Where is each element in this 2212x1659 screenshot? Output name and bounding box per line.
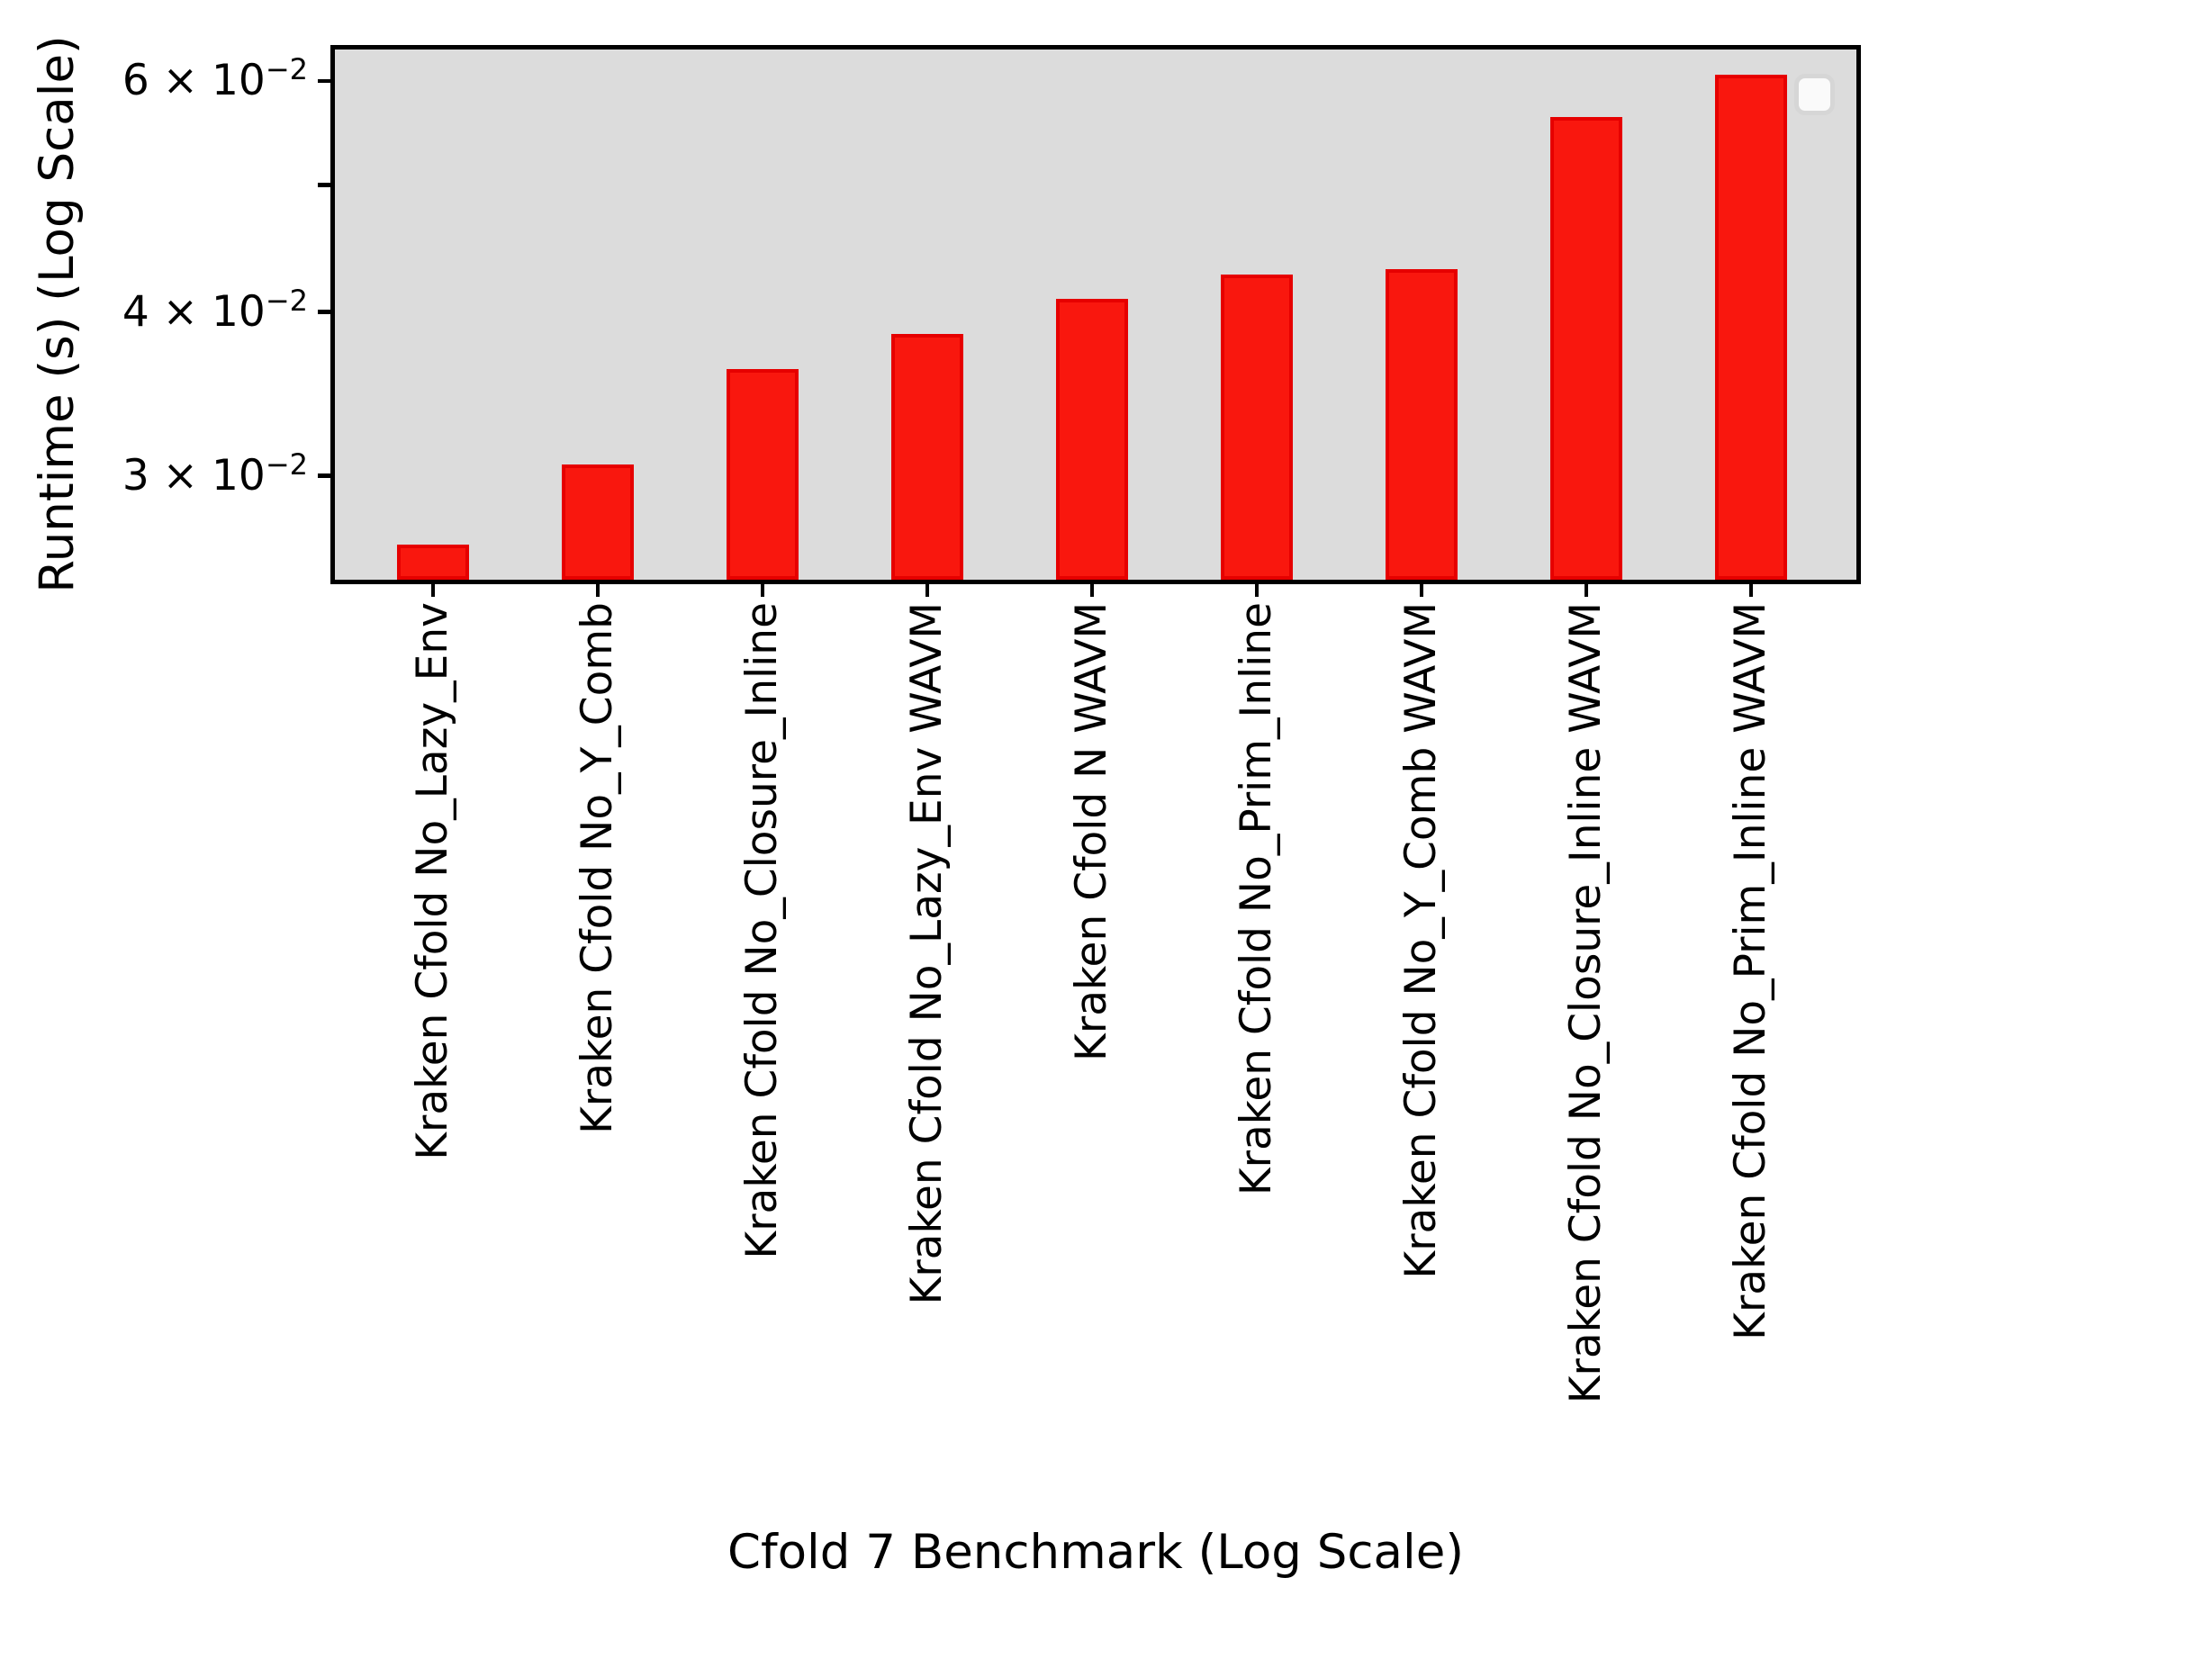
bar-3 xyxy=(891,333,963,580)
bar-7 xyxy=(1550,117,1622,580)
x-tick xyxy=(1748,584,1754,597)
x-tick xyxy=(760,584,765,597)
plot-area xyxy=(330,45,1861,584)
bar-0 xyxy=(397,544,469,580)
y-tick-label: 4 × 10−2 xyxy=(0,283,308,341)
bar-1 xyxy=(562,464,634,580)
x-tick xyxy=(595,584,600,597)
x-tick-label: Kraken Cfold No_Lazy_Env xyxy=(408,602,457,1160)
x-tick xyxy=(1089,584,1095,597)
y-tick xyxy=(318,183,330,187)
x-tick-label: Kraken Cfold No_Prim_Inline xyxy=(1232,602,1281,1196)
y-tick-label: 6 × 10−2 xyxy=(0,52,308,110)
x-tick xyxy=(1254,584,1259,597)
x-tick-label: Kraken Cfold No_Y_Comb xyxy=(573,602,622,1134)
y-tick-label-exponent: −2 xyxy=(265,446,308,482)
bar-6 xyxy=(1386,269,1458,580)
x-tick-label: Kraken Cfold No_Closure_Inline xyxy=(737,602,787,1259)
y-tick-label-base: 4 × 10 xyxy=(122,286,266,337)
x-tick xyxy=(1584,584,1589,597)
x-tick-label: Kraken Cfold No_Y_Comb WAVM xyxy=(1396,602,1446,1279)
x-tick-label: Kraken Cfold No_Lazy_Env WAVM xyxy=(902,602,952,1305)
legend-box xyxy=(1794,74,1835,115)
y-tick-label-base: 6 × 10 xyxy=(122,55,266,105)
x-axis-label: Cfold 7 Benchmark (Log Scale) xyxy=(727,1525,1465,1580)
y-tick xyxy=(318,473,330,478)
bar-4 xyxy=(1056,299,1128,580)
y-tick-label-exponent: −2 xyxy=(265,283,308,318)
x-tick-label: Kraken Cfold No_Closure_Inline WAVM xyxy=(1561,602,1611,1404)
plot-inner xyxy=(335,50,1856,580)
x-tick xyxy=(430,584,436,597)
y-tick-label-exponent: −2 xyxy=(265,51,308,86)
y-tick xyxy=(318,310,330,314)
x-tick xyxy=(1419,584,1424,597)
bar-8 xyxy=(1715,74,1787,580)
x-tick-label: Kraken Cfold No_Prim_Inline WAVM xyxy=(1726,602,1775,1340)
y-tick-label: 3 × 10−2 xyxy=(0,447,308,505)
x-tick xyxy=(925,584,930,597)
bar-5 xyxy=(1221,275,1293,580)
x-tick-label: Kraken Cfold N WAVM xyxy=(1067,602,1116,1061)
y-tick xyxy=(318,78,330,84)
bar-2 xyxy=(727,368,799,580)
y-tick-label-base: 3 × 10 xyxy=(122,450,266,500)
